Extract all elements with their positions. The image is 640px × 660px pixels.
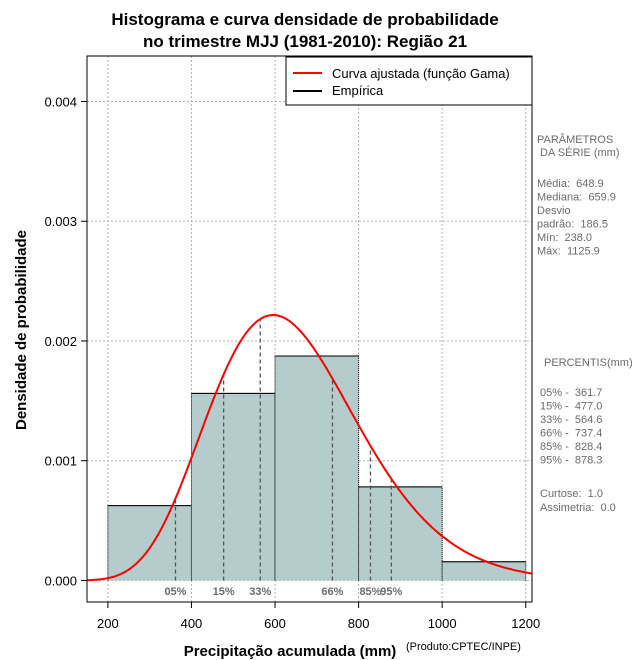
- stats-line: Assimetria: 0.0: [540, 502, 616, 514]
- percentil-line: 95% - 878.3: [540, 455, 602, 467]
- y-axis-ticks: 0.000 0.001 0.002 0.003 0.004: [44, 95, 87, 588]
- percentile-lines: [174, 319, 392, 581]
- stats-list: Curtose: 1.0 Assimetria: 0.0: [540, 488, 616, 514]
- percentil-line: 66% - 737.4: [540, 428, 602, 440]
- percentile-labels: 05% 15% 33% 66% 85%95%: [164, 586, 402, 598]
- percentil-line: 05% - 361.7: [540, 387, 602, 399]
- percentile-label: 15%: [213, 586, 235, 598]
- x-axis-ticks: 200 400 600 800 1000 1200: [97, 602, 540, 631]
- legend-label-curve: Curva ajustada (função Gama): [332, 66, 510, 81]
- params-heading: PARÂMETROS DA SÉRIE (mm): [537, 133, 620, 159]
- param-line: Mediana: 659.9: [537, 192, 616, 204]
- grid-lines: [87, 56, 532, 602]
- y-axis-label: Densidade de probabilidade: [13, 230, 30, 430]
- percentile-label: 05%: [164, 586, 186, 598]
- chart-title-line-1: Histograma e curva densidade de probabil…: [111, 10, 498, 29]
- x-tick-label: 200: [97, 616, 119, 631]
- x-axis-label: Precipitação acumulada (mm): [184, 643, 397, 660]
- y-tick-label: 0.001: [44, 454, 77, 469]
- percentile-label: 95%: [380, 586, 402, 598]
- param-line: Desvio: [537, 205, 571, 217]
- y-tick-label: 0.002: [44, 334, 77, 349]
- histogram-bars: [107, 355, 527, 581]
- credit-text: (Produto:CPTEC/INPE): [406, 641, 521, 653]
- params-heading-line: DA SÉRIE (mm): [537, 146, 620, 159]
- x-tick-label: 800: [348, 616, 370, 631]
- percentis-heading: PERCENTIS(mm): [544, 357, 633, 369]
- percentile-label: 85%: [359, 586, 381, 598]
- chart-title: Histograma e curva densidade de probabil…: [111, 10, 498, 51]
- histogram-bar: [275, 355, 359, 581]
- plot-frame: [86, 55, 533, 603]
- legend-label-empirical: Empírica: [332, 83, 384, 98]
- param-line: Mín: 238.0: [537, 232, 592, 244]
- legend: Curva ajustada (função Gama) Empírica: [285, 56, 533, 106]
- histogram-bar: [191, 393, 276, 581]
- percentile-label: 33%: [249, 586, 271, 598]
- param-line: padrão: 186.5: [537, 219, 608, 231]
- y-tick-label: 0.004: [44, 95, 77, 110]
- percentil-line: 15% - 477.0: [540, 401, 602, 413]
- side-panel: PARÂMETROS DA SÉRIE (mm) Média: 648.9 Med…: [537, 133, 633, 514]
- legend-box: [285, 56, 533, 106]
- histogram-bar-outline: [358, 486, 443, 581]
- percentis-list: 05% - 361.7 15% - 477.033% - 564.6 66% - 7…: [540, 387, 602, 467]
- y-tick-label: 0.000: [44, 573, 77, 588]
- gamma-curve: [87, 314, 533, 582]
- percentil-line: 85% - 828.4: [540, 441, 602, 453]
- histogram-bar: [107, 505, 192, 581]
- percentile-label: 66%: [321, 586, 343, 598]
- y-tick-label: 0.003: [44, 214, 77, 229]
- params-heading-line: PARÂMETROS: [537, 133, 613, 146]
- x-tick-label: 600: [264, 616, 286, 631]
- percentil-line: 33% - 564.6: [540, 414, 602, 426]
- param-line: Média: 648.9: [537, 178, 604, 190]
- x-tick-label: 1000: [428, 616, 457, 631]
- chart-title-line-2: no trimestre MJJ (1981-2010): Região 21: [143, 32, 467, 51]
- x-tick-label: 1200: [511, 616, 540, 631]
- histogram-bar: [442, 561, 526, 581]
- histogram-bar: [358, 486, 443, 581]
- stats-line: Curtose: 1.0: [540, 488, 603, 500]
- x-tick-label: 400: [181, 616, 203, 631]
- param-line: Máx: 1125.9: [537, 246, 600, 258]
